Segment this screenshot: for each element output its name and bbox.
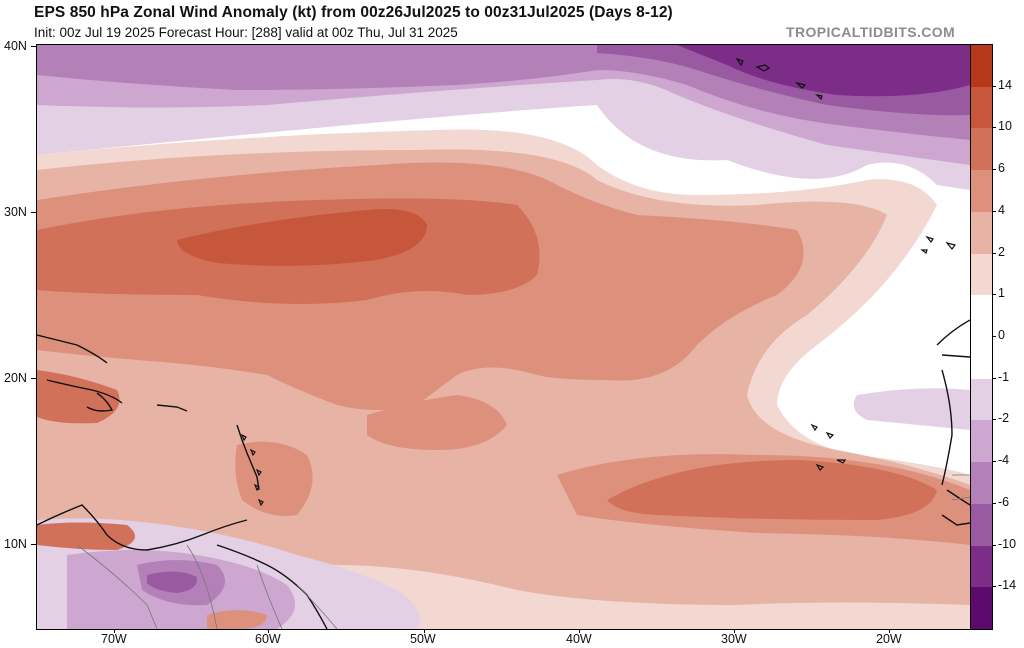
colorbar-segment (971, 128, 992, 171)
coastlines (37, 319, 970, 629)
colorbar-segment (971, 337, 992, 380)
contour-neg14-north (677, 45, 970, 97)
colorbar-tick (992, 169, 996, 171)
lon-label-70w: 70W (101, 632, 127, 646)
colorbar-tick (992, 461, 996, 463)
colorbar-label: -14 (998, 578, 1017, 593)
colorbar-label: -1 (998, 369, 1010, 384)
colorbar-tick (992, 210, 996, 212)
colorbar-segment (971, 378, 992, 421)
colorbar-segment (971, 170, 992, 213)
contour-neg1-africa (853, 388, 970, 430)
colorbar-tick (992, 586, 996, 588)
contour-4-south-coast (37, 522, 135, 550)
chart-title: EPS 850 hPa Zonal Wind Anomaly (kt) from… (34, 4, 673, 21)
contour-6-east (607, 460, 937, 520)
colorbar-segment (971, 86, 992, 129)
colorbar-label: 4 (998, 202, 1005, 217)
lon-tick (889, 629, 890, 633)
lon-tick (268, 629, 269, 633)
country-borders (76, 474, 970, 629)
colorbar-tick (992, 294, 996, 296)
contour-4-mid (367, 395, 507, 450)
contour-neg6-west (37, 45, 237, 75)
colorbar-segment (971, 545, 992, 588)
colorbar-label: 1 (998, 286, 1005, 301)
colorbar-label: -6 (998, 494, 1010, 509)
colorbar-tick (992, 544, 996, 546)
lon-label-60w: 60W (255, 632, 281, 646)
lon-label-50w: 50W (410, 632, 436, 646)
lon-tick (734, 629, 735, 633)
colorbar-segment (971, 253, 992, 296)
contour-neg10-south (147, 571, 198, 593)
colorbar-label: 0 (998, 328, 1005, 342)
colorbar-segment (971, 420, 992, 463)
colorbar-segment (971, 45, 992, 88)
lat-tick (31, 378, 36, 379)
lat-tick (31, 212, 36, 213)
colorbar-tick (992, 377, 996, 379)
contour-2-south-east (207, 610, 267, 629)
colorbar-label: -4 (998, 453, 1010, 468)
contour-10 (177, 209, 427, 266)
lat-label-10n: 10N (4, 537, 27, 551)
colorbar-tick (992, 502, 996, 504)
map-panel (36, 44, 971, 630)
lon-label-30w: 30W (721, 632, 747, 646)
colorbar-tick (992, 127, 996, 129)
chart-subtitle: Init: 00z Jul 19 2025 Forecast Hour: [28… (34, 25, 458, 40)
colorbar-label: -2 (998, 411, 1010, 426)
colorbar-segment (971, 503, 992, 547)
lon-label-20w: 20W (876, 632, 902, 646)
lat-label-20n: 20N (4, 371, 27, 385)
colorbar-segment (971, 462, 992, 505)
colorbar-tick (992, 336, 996, 337)
contour-4-islands (235, 441, 313, 516)
wind-anomaly-map (37, 45, 970, 629)
lon-tick (579, 629, 580, 633)
colorbar-label: 6 (998, 161, 1005, 176)
colorbar-segment (971, 295, 992, 338)
colorbar-segment (971, 211, 992, 255)
colorbar-tick (992, 419, 996, 421)
lon-tick (424, 629, 425, 633)
colorbar-tick (992, 85, 996, 87)
lon-tick (114, 629, 115, 633)
colorbar-label: 14 (998, 77, 1012, 92)
colorbar-label: 2 (998, 244, 1005, 259)
lon-label-40w: 40W (566, 632, 592, 646)
colorbar (970, 44, 993, 630)
island-outlines (240, 57, 957, 507)
colorbar-label: -10 (998, 536, 1017, 551)
colorbar-tick (992, 252, 996, 254)
contour-6-hispaniola (37, 370, 120, 424)
lat-tick (31, 544, 36, 545)
colorbar-label: 10 (998, 119, 1012, 134)
lat-label-30n: 30N (4, 205, 27, 219)
site-credit: TROPICALTIDBITS.COM (786, 24, 956, 40)
colorbar-segment (971, 587, 992, 630)
lat-label-40n: 40N (4, 39, 27, 53)
lat-tick (31, 46, 36, 47)
